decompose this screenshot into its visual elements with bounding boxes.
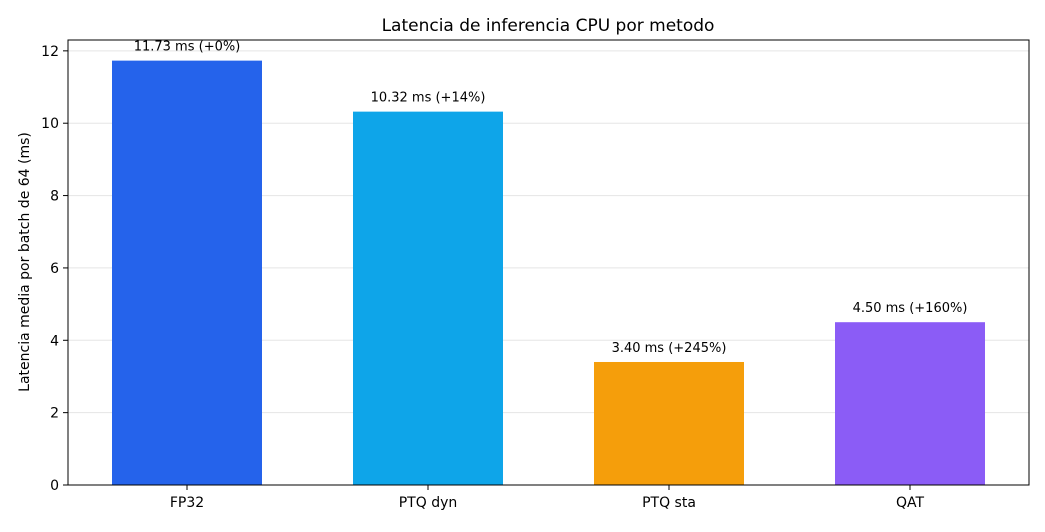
y-axis: 0 2 4 6 8 10 12 xyxy=(41,44,68,494)
y-tick-label: 8 xyxy=(50,189,59,205)
data-label: 10.32 ms (+14%) xyxy=(371,91,486,106)
y-tick-label: 2 xyxy=(50,406,59,422)
x-axis: FP32 PTQ dyn PTQ sta QAT xyxy=(170,485,925,511)
data-label: 11.73 ms (+0%) xyxy=(134,40,241,55)
bars xyxy=(112,60,985,486)
bar-qat xyxy=(835,322,985,485)
bar-ptq-dyn xyxy=(353,111,503,485)
y-axis-label: Latencia media por batch de 64 (ms) xyxy=(17,132,33,392)
y-tick-label: 0 xyxy=(50,478,59,494)
y-tick-label: 12 xyxy=(41,44,59,60)
bar-ptq-sta xyxy=(594,361,744,485)
data-label: 4.50 ms (+160%) xyxy=(853,301,968,316)
bar-fp32 xyxy=(112,60,262,486)
y-tick-label: 6 xyxy=(50,261,59,277)
plot-frame xyxy=(67,39,1030,486)
x-tick-label: FP32 xyxy=(170,495,204,511)
x-tick-label: PTQ sta xyxy=(642,495,696,511)
x-tick-label: QAT xyxy=(896,495,925,511)
data-label: 3.40 ms (+245%) xyxy=(612,341,727,356)
x-tick-label: PTQ dyn xyxy=(399,495,458,511)
y-tick-label: 10 xyxy=(41,116,59,132)
chart-title: Latencia de inferencia CPU por metodo xyxy=(382,16,715,36)
y-tick-label: 4 xyxy=(50,333,59,349)
data-labels: 11.73 ms (+0%) 10.32 ms (+14%) 3.40 ms (+2… xyxy=(134,40,968,356)
